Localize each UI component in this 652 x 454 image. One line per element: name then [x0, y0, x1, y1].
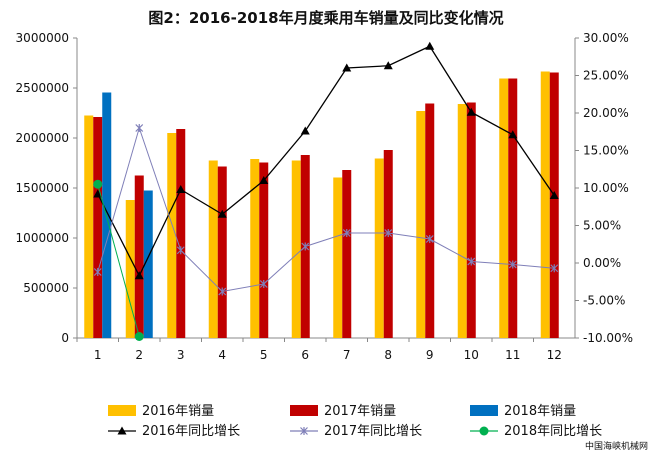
line-point-1 — [259, 176, 269, 184]
line-point-2 — [508, 260, 517, 269]
x-tick-label: 9 — [426, 348, 434, 362]
legend-marker — [300, 427, 308, 435]
right-tick-label: -5.00% — [583, 294, 625, 308]
x-tick-label: 11 — [505, 348, 520, 362]
line-point-1 — [176, 185, 186, 193]
line-series-1 — [97, 45, 555, 278]
line-point-3 — [134, 332, 144, 341]
watermark: 中国海峡机械网 — [585, 440, 648, 452]
right-tick-label: -10.00% — [583, 331, 633, 345]
legend: 2016年销量 2017年销量 2018年销量 2016年同比增长 2017年同比增长 2… — [108, 404, 602, 439]
line-point-1 — [466, 107, 476, 116]
x-tick-label: 4 — [218, 348, 226, 362]
bar-1 — [84, 115, 94, 338]
line-point-2 — [259, 280, 268, 288]
legend-swatch — [108, 405, 136, 416]
right-tick-label: 10.00% — [583, 181, 629, 195]
x-tick-label: 5 — [260, 348, 268, 362]
legend-marker — [117, 426, 127, 435]
bar-2 — [508, 78, 518, 338]
line-point-2 — [425, 235, 434, 243]
right-tick-label: 15.00% — [583, 144, 629, 158]
line-series-2 — [97, 126, 555, 293]
bar-1 — [499, 78, 509, 338]
chart-title: 图2：2016-2018年月度乘用车销量及同比变化情况 — [148, 9, 503, 27]
line-point-1 — [93, 189, 103, 198]
right-tick-label: 5.00% — [583, 219, 621, 233]
line-point-2 — [93, 268, 102, 276]
right-tick-label: 25.00% — [583, 69, 629, 83]
left-tick-label: 3000000 — [16, 31, 69, 45]
bar-2 — [466, 102, 476, 338]
legend-marker — [479, 426, 489, 436]
bar-3 — [143, 190, 153, 338]
bar-2 — [93, 117, 103, 338]
legend-swatch — [290, 405, 318, 416]
bar-2 — [425, 103, 435, 338]
x-tick-label: 3 — [177, 348, 185, 362]
legend-label: 2016年同比增长 — [142, 424, 240, 439]
line-point-2 — [218, 287, 227, 296]
bar-2 — [259, 162, 269, 338]
legend-label: 2018年销量 — [504, 404, 576, 419]
bar-1 — [250, 159, 260, 338]
x-tick-label: 10 — [464, 348, 479, 362]
bar-1 — [333, 177, 343, 338]
legend-label: 2018年同比增长 — [504, 424, 602, 439]
bar-2 — [134, 175, 144, 338]
bar-2 — [217, 166, 227, 338]
left-tick-label: 2500000 — [16, 81, 69, 95]
bar-1 — [125, 200, 135, 338]
bar-1 — [291, 160, 301, 338]
bar-1 — [374, 158, 384, 338]
bar-2 — [383, 150, 393, 338]
bar-3 — [102, 92, 112, 338]
legend-label: 2017年销量 — [324, 404, 396, 419]
line-point-2 — [342, 229, 351, 237]
x-tick-label: 6 — [301, 348, 309, 362]
x-tick-label: 8 — [384, 348, 392, 362]
line-point-1 — [300, 126, 310, 135]
line-series-3 — [97, 184, 140, 337]
plot-area: 0 500000 1000000 1500000 2000000 2500000 30000… — [16, 31, 634, 362]
x-tick-label: 7 — [343, 348, 351, 362]
bar-1 — [416, 111, 426, 338]
line-point-1 — [134, 271, 144, 280]
legend-swatch — [470, 405, 498, 416]
bar-1 — [457, 104, 467, 338]
line-point-2 — [176, 246, 185, 255]
line-point-1 — [549, 191, 559, 199]
line-point-2 — [135, 124, 144, 132]
x-tick-label: 12 — [547, 348, 562, 362]
right-tick-label: 20.00% — [583, 106, 629, 120]
line-point-3 — [93, 179, 103, 189]
right-tick-label: 0.00% — [583, 256, 621, 270]
left-tick-label: 0 — [61, 331, 69, 345]
x-tick-label: 2 — [135, 348, 143, 362]
legend-label: 2017年同比增长 — [324, 424, 422, 439]
left-tick-label: 500000 — [23, 281, 69, 295]
line-point-1 — [217, 209, 227, 218]
line-point-2 — [301, 242, 310, 251]
left-tick-label: 1000000 — [16, 231, 69, 245]
legend-label: 2016年销量 — [142, 404, 214, 419]
line-point-1 — [342, 63, 352, 72]
line-point-1 — [425, 41, 435, 50]
left-tick-label: 1500000 — [16, 181, 69, 195]
x-tick-label: 1 — [94, 348, 102, 362]
line-point-2 — [467, 257, 476, 266]
line-point-2 — [550, 264, 559, 273]
right-tick-label: 30.00% — [583, 31, 629, 45]
bar-2 — [342, 170, 352, 338]
line-point-1 — [508, 130, 518, 139]
bar-1 — [540, 71, 550, 338]
bar-1 — [167, 133, 177, 338]
bar-2 — [549, 72, 559, 338]
line-point-2 — [384, 229, 393, 237]
left-tick-label: 2000000 — [16, 131, 69, 145]
bar-2 — [176, 129, 186, 338]
bar-1 — [208, 160, 218, 338]
line-point-1 — [383, 61, 393, 70]
